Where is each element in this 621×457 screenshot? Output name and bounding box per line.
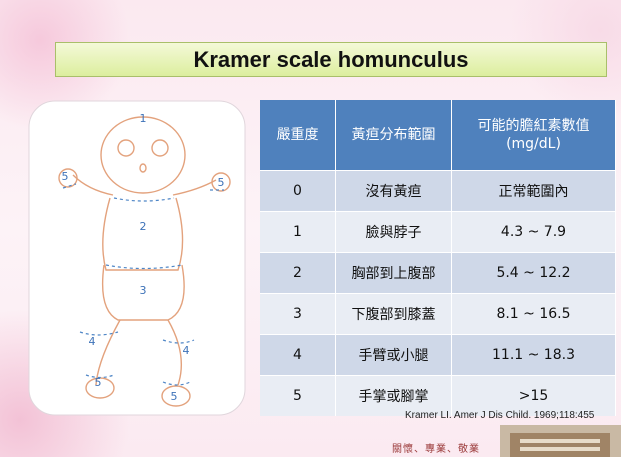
zone-label: 5 xyxy=(95,376,102,389)
illustration-frame xyxy=(28,100,246,416)
table-cell: 胸部到上腹部 xyxy=(335,252,452,294)
zone-lines xyxy=(62,183,224,386)
footer-motto: 關懷、專業、敬業 xyxy=(392,444,480,455)
column-header: 可能的膽紅素數值 (mg/dL) xyxy=(451,100,616,171)
baby-drawing xyxy=(58,116,231,407)
table-cell: 正常範圍內 xyxy=(451,170,616,212)
building-photo xyxy=(500,425,621,457)
table-cell: 4 xyxy=(260,334,336,376)
column-header: 嚴重度 xyxy=(260,100,336,171)
slide-title: Kramer scale homunculus xyxy=(55,42,607,77)
table-row: 2 胸部到上腹部 5.4 ~ 12.2 xyxy=(260,252,616,294)
zone-label: 2 xyxy=(140,220,147,233)
zone-label: 3 xyxy=(140,284,147,297)
table-row: 3 下腹部到膝蓋 8.1 ~ 16.5 xyxy=(260,293,616,335)
zone-label: 1 xyxy=(140,112,147,125)
table-cell: >15 xyxy=(451,375,616,416)
zone-label: 4 xyxy=(183,344,190,357)
table-cell: 臉與脖子 xyxy=(335,211,452,253)
table-cell: 下腹部到膝蓋 xyxy=(335,293,452,335)
table-cell: 沒有黃疸 xyxy=(335,170,452,212)
table-cell: 0 xyxy=(260,170,336,212)
table-cell: 3 xyxy=(260,293,336,335)
zone-label: 5 xyxy=(171,390,178,403)
table-cell: 8.1 ~ 16.5 xyxy=(451,293,616,335)
table-header: 嚴重度 黃疸分布範圍 可能的膽紅素數值 (mg/dL) xyxy=(260,100,616,171)
citation: Kramer LI. Amer J Dis Child. 1969;118:45… xyxy=(405,410,595,421)
table-row: 5 手掌或腳掌 >15 xyxy=(260,375,616,416)
zone-label: 5 xyxy=(218,176,225,189)
table-cell: 5.4 ~ 12.2 xyxy=(451,252,616,294)
zone-label: 5 xyxy=(62,170,69,183)
table-row: 0 沒有黃疸 正常範圍內 xyxy=(260,170,616,212)
homunculus-illustration: 1 5 5 2 3 4 4 5 5 xyxy=(28,100,246,416)
column-header: 黃疸分布範圍 xyxy=(335,100,452,171)
kramer-table: 嚴重度 黃疸分布範圍 可能的膽紅素數值 (mg/dL) 0 沒有黃疸 正常範圍內 1 臉與脖… xyxy=(260,100,616,416)
zone-label: 4 xyxy=(89,335,96,348)
table-cell: 手掌或腳掌 xyxy=(335,375,452,416)
table-cell: 1 xyxy=(260,211,336,253)
table-row: 4 手臂或小腿 11.1 ~ 18.3 xyxy=(260,334,616,376)
table-cell: 11.1 ~ 18.3 xyxy=(451,334,616,376)
table-body: 0 沒有黃疸 正常範圍內 1 臉與脖子 4.3 ~ 7.9 2 胸部到上腹部 5.4 ~ 12.… xyxy=(260,170,616,416)
table-cell: 手臂或小腿 xyxy=(335,334,452,376)
table-cell: 5 xyxy=(260,375,336,416)
zone-labels: 1 5 5 2 3 4 4 5 5 xyxy=(62,112,225,403)
table-row: 1 臉與脖子 4.3 ~ 7.9 xyxy=(260,211,616,253)
table-cell: 2 xyxy=(260,252,336,294)
table-cell: 4.3 ~ 7.9 xyxy=(451,211,616,253)
